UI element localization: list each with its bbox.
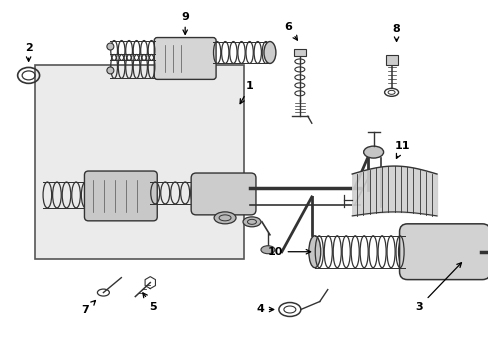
Bar (385, 55, 397, 66)
FancyBboxPatch shape (84, 171, 157, 221)
Text: 10: 10 (266, 247, 310, 257)
FancyBboxPatch shape (191, 173, 255, 215)
Bar (293, 49, 305, 57)
Bar (35, 65, 244, 259)
Ellipse shape (308, 236, 320, 268)
Ellipse shape (264, 41, 275, 63)
Ellipse shape (214, 212, 236, 224)
Ellipse shape (243, 217, 261, 227)
Text: 9: 9 (181, 12, 189, 34)
FancyBboxPatch shape (154, 37, 216, 80)
Text: 3: 3 (415, 263, 461, 311)
Ellipse shape (261, 246, 274, 254)
Text: 7: 7 (81, 301, 95, 315)
Ellipse shape (107, 67, 114, 74)
Text: 1: 1 (240, 81, 253, 104)
Text: 4: 4 (256, 305, 273, 315)
Text: 2: 2 (25, 42, 32, 61)
FancyBboxPatch shape (399, 224, 488, 280)
Ellipse shape (107, 43, 114, 50)
Ellipse shape (398, 236, 410, 268)
Text: 6: 6 (284, 22, 297, 40)
Text: 8: 8 (392, 24, 400, 41)
Text: 5: 5 (142, 293, 157, 311)
Ellipse shape (363, 146, 383, 158)
Text: 11: 11 (394, 141, 409, 158)
